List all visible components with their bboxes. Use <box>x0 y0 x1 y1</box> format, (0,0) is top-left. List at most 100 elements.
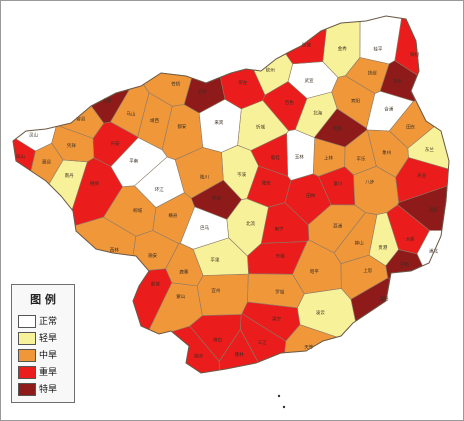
county-label: 隆林 <box>235 351 244 358</box>
county-label: 融安 <box>148 252 157 259</box>
county-label: 昭平 <box>310 269 319 275</box>
county-label: 容县 <box>76 116 85 123</box>
legend-swatch <box>18 366 36 379</box>
county-label: 北流 <box>246 220 255 227</box>
county: 防城 <box>285 28 327 65</box>
county-label: 宁明 <box>400 261 409 268</box>
county-label: 百色 <box>285 99 294 106</box>
legend-swatch <box>18 383 36 396</box>
county: 靖西 <box>137 92 173 151</box>
county-label: 金秀 <box>338 45 347 52</box>
county-label: 柳城 <box>133 207 142 214</box>
county-label: 上思 <box>363 267 372 274</box>
county-label: 横县 <box>168 212 177 219</box>
county-label: 隆安 <box>262 180 271 187</box>
county-area <box>51 125 95 163</box>
county-area <box>260 202 310 244</box>
county: 富川 <box>318 166 356 206</box>
county-area <box>189 314 242 362</box>
county: 邕宁 <box>241 301 301 342</box>
county-label: 宾阳 <box>351 97 360 104</box>
county-area <box>366 90 414 132</box>
county-area <box>174 147 224 199</box>
county-label: 八步 <box>365 179 374 185</box>
legend-label: 重旱 <box>39 368 58 378</box>
county: 凭祥 <box>51 125 95 163</box>
county-label: 凭祥 <box>67 142 76 149</box>
county-label: 玉林 <box>295 154 304 161</box>
county-area <box>359 15 402 65</box>
county-label: 平果 <box>211 258 220 264</box>
county-label: 钟山 <box>355 240 364 247</box>
county-label: 田东 <box>406 123 415 130</box>
island-dot <box>282 405 286 409</box>
county-label: 那坡 <box>151 281 160 288</box>
county-label: 资源 <box>333 125 342 132</box>
county-label: 象州 <box>382 149 391 156</box>
county-label: 南丹 <box>65 172 74 179</box>
legend-label: 特旱 <box>39 385 58 395</box>
county-label: 钦州 <box>266 67 275 74</box>
county-label: 三江 <box>258 339 267 346</box>
island-dot <box>277 394 281 398</box>
county-label: 临桂 <box>271 154 280 161</box>
county-label: 陆川 <box>200 173 209 180</box>
legend-label: 轻旱 <box>39 334 58 344</box>
county-area <box>137 92 173 151</box>
county: 宜州 <box>196 273 249 317</box>
county-label: 田林 <box>306 192 315 199</box>
county-label: 靖西 <box>150 117 159 124</box>
county-label: 平南 <box>129 157 138 164</box>
county-label: 贵港 <box>378 244 387 251</box>
county-label: 巴马 <box>200 224 209 231</box>
county-label: 崇左 <box>238 79 247 86</box>
county-label: 邕宁 <box>272 316 281 323</box>
county: 陆川 <box>174 147 224 199</box>
county-label: 天峨 <box>276 253 285 260</box>
county-label: 灵山 <box>29 132 38 139</box>
county-area <box>340 254 389 300</box>
county: 北海 <box>294 91 338 138</box>
county-label: 田阳 <box>429 206 438 213</box>
county-label: 凤山 <box>16 153 25 160</box>
county: 博白 <box>189 314 242 362</box>
legend-label: 正常 <box>39 317 58 327</box>
county-label: 全州 <box>198 88 207 95</box>
county-label: 武宣 <box>305 77 314 84</box>
county: 玉林 <box>286 129 316 181</box>
county-label: 阳朔 <box>410 51 419 58</box>
county-label: 龙州 <box>393 78 402 85</box>
county-label: 融水 <box>194 352 203 359</box>
county: 平南 <box>110 137 168 187</box>
county-label: 博白 <box>213 337 222 344</box>
county-label: 天等 <box>304 344 313 351</box>
county-area <box>286 129 316 181</box>
county: 桂平 <box>359 15 402 65</box>
county-label: 罗城 <box>275 289 284 296</box>
legend-title: 图 例 <box>30 293 56 306</box>
county-label: 大新 <box>406 235 415 242</box>
county-label: 龙胜 <box>103 97 112 104</box>
county-label: 平乐 <box>357 156 366 163</box>
county-area <box>241 301 301 342</box>
county-label: 乐业 <box>417 172 426 179</box>
county-label: 防城 <box>302 41 311 48</box>
county-label: 宜州 <box>211 287 220 294</box>
legend-swatch <box>18 332 36 345</box>
county-area <box>318 166 356 206</box>
county-label: 合浦 <box>384 106 393 113</box>
county-label: 浦北 <box>429 248 438 255</box>
county-label: 忻城 <box>256 124 265 131</box>
county-label: 德保 <box>90 180 99 187</box>
county-label: 北海 <box>313 110 322 117</box>
county-label: 东兰 <box>425 146 434 153</box>
county-area <box>196 273 249 317</box>
county-label: 鹿寨 <box>179 268 188 275</box>
county-area <box>110 137 168 187</box>
county-label: 苍梧 <box>171 80 180 87</box>
county-label: 上林 <box>324 155 333 162</box>
county-label: 凌云 <box>316 309 325 316</box>
county-label: 兴安 <box>111 140 120 147</box>
